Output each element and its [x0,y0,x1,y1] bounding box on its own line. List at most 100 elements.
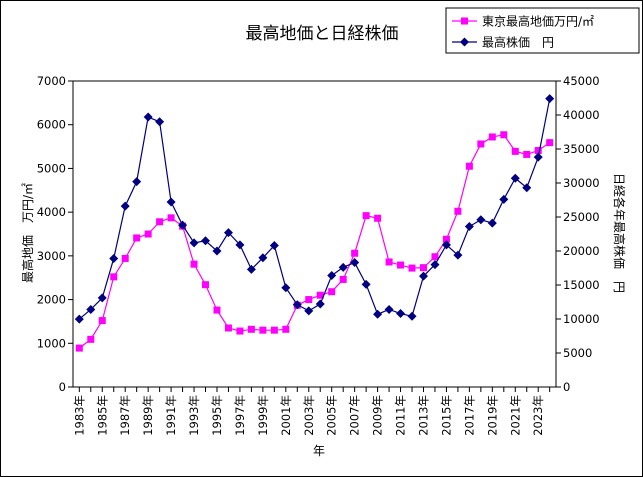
data-point [109,253,119,263]
data-point [338,262,348,272]
data-point [488,133,496,141]
data-point [534,147,542,155]
data-point [189,238,199,248]
data-point [430,260,440,270]
data-point [461,17,468,25]
data-point [476,215,486,225]
data-point [144,230,152,238]
data-point [328,288,336,296]
data-point [374,214,382,222]
x-tick-label: 2013年 [416,395,430,436]
data-point [499,194,509,204]
data-point [156,218,164,226]
data-point [202,281,210,289]
data-point [510,173,520,183]
data-point [397,261,405,269]
chart-axes: 0 1000 2000 3000 4000 5000 6000 7000 0 5000 10000 1… [37,74,600,436]
data-point [431,253,439,261]
x-tick-label: 2017年 [462,395,476,436]
data-point [236,327,244,335]
data-point [407,311,417,321]
x-tick-label: 1991年 [164,395,178,436]
data-point [258,253,268,263]
data-point [511,147,519,155]
y-right-tick-label: 20000 [563,244,600,258]
data-point [441,240,451,250]
data-point [259,326,267,334]
x-tick-label: 2019年 [485,395,499,436]
y-right-tick-label: 15000 [563,278,600,292]
data-point [373,309,383,319]
x-tick-label: 2007年 [348,395,362,436]
y-axis-right-title: 日経各年最高株価 円 [612,173,627,293]
data-point [361,279,371,289]
data-point [351,249,359,257]
data-point [419,264,427,272]
data-point [246,264,256,274]
data-point [269,241,279,251]
data-point [74,314,84,324]
x-tick-label: 1999年 [256,395,270,436]
data-point [213,306,221,314]
data-point [304,306,314,316]
data-point [385,258,393,266]
y-axis-left-title: 最高地価 万円/㎡ [20,183,35,283]
x-tick-label: 2011年 [394,395,408,436]
y-left-tick-label: 6000 [37,118,66,132]
series-land-price [75,131,554,352]
data-point [522,183,532,193]
series-line [78,98,551,320]
legend-item: 最高株価 円 [452,35,554,50]
x-tick-label: 2023年 [531,395,545,436]
data-point [201,236,211,246]
data-point [178,220,188,230]
data-point [465,162,473,170]
data-point [224,324,232,332]
data-point [166,197,176,207]
data-point [523,150,531,158]
series-stock-price [74,94,555,324]
data-point [98,317,106,325]
data-point [408,264,416,272]
data-point [75,344,83,352]
data-point [292,300,302,310]
data-point [500,131,508,139]
data-point [155,117,165,127]
y-right-tick-label: 25000 [563,210,600,224]
data-point [315,299,325,309]
y-left-tick-label: 2000 [37,293,66,307]
y-left-tick-label: 1000 [37,336,66,350]
data-point [442,235,450,243]
y-left-tick-label: 5000 [37,161,66,175]
data-point [453,250,463,260]
data-point [281,283,291,293]
chart-title: 最高地価と日経株価 [246,24,399,44]
y-right-tick-label: 40000 [563,108,600,122]
data-point [316,291,324,299]
data-point [133,234,141,242]
data-point [235,240,245,250]
series-layer [74,94,555,352]
data-point [110,273,118,281]
data-point [190,260,198,268]
data-point [460,37,469,47]
data-point [143,112,153,122]
data-point [362,212,370,220]
data-point [167,214,175,222]
data-point [86,304,96,314]
data-point [533,152,543,162]
x-tick-label: 2001年 [279,395,293,436]
data-point [120,201,130,211]
data-point [327,270,337,280]
x-tick-label: 2005年 [325,395,339,436]
x-tick-label: 1985年 [95,395,109,436]
data-point [247,325,255,333]
legend-label: 最高株価 円 [482,35,554,50]
x-tick-label: 2021年 [508,395,522,436]
y-right-tick-label: 5000 [563,346,592,360]
x-tick-label: 1993年 [187,395,201,436]
y-right-tick-label: 45000 [563,74,600,88]
data-point [487,218,497,228]
x-tick-label: 1983年 [72,395,86,436]
